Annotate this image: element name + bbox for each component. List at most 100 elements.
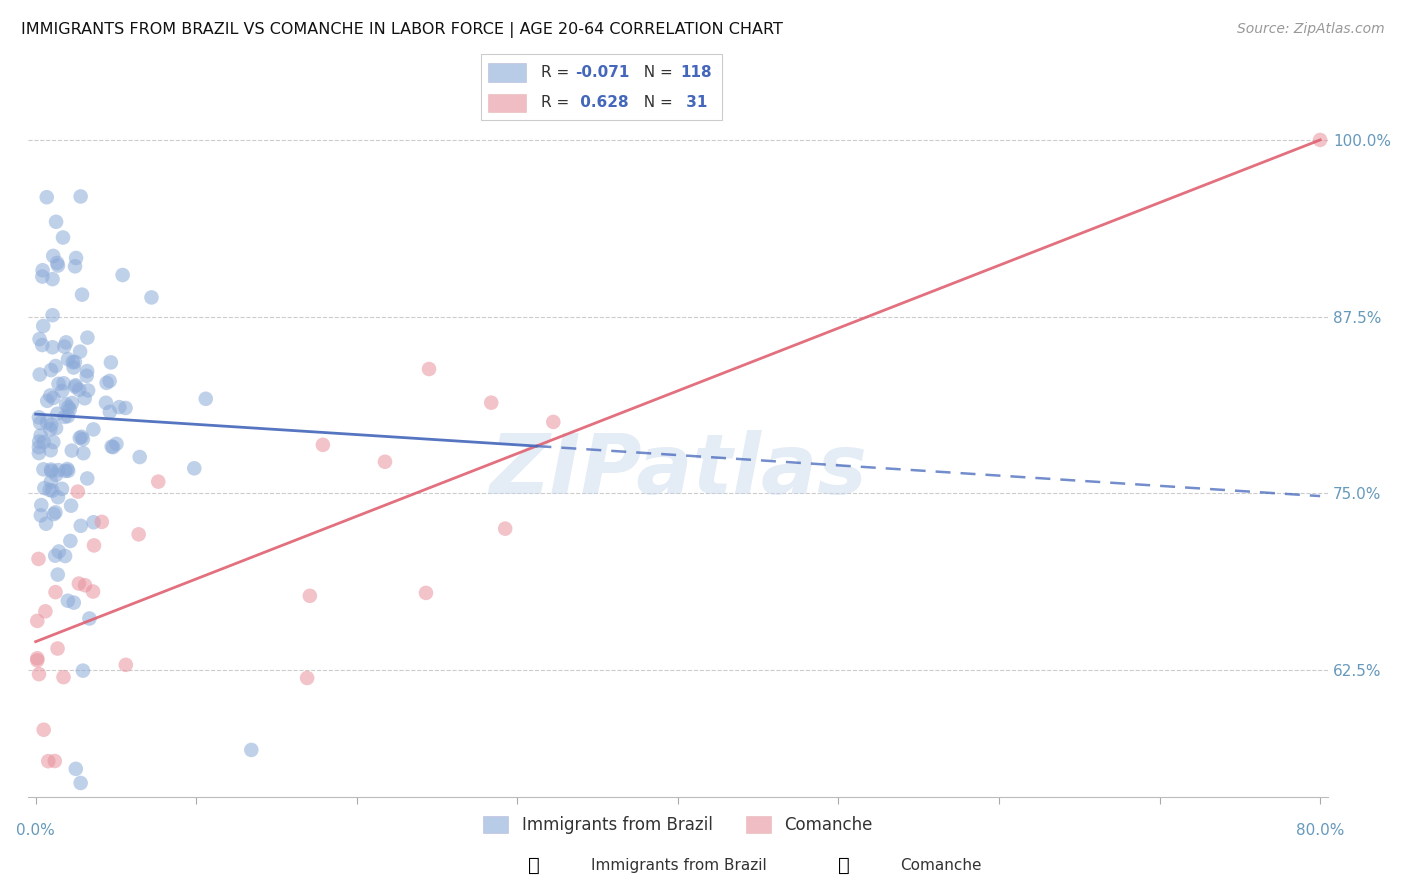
Point (63, 355, 86, 369)
Point (494, 522, 516, 536)
Point (105, 437, 128, 451)
Point (42, 249, 65, 263)
Point (42, 507, 65, 521)
Text: 0.0%: 0.0% (17, 822, 55, 838)
Text: IMMIGRANTS FROM BRAZIL VS COMANCHE IN LABOR FORCE | AGE 20-64 CORRELATION CHART: IMMIGRANTS FROM BRAZIL VS COMANCHE IN LA… (21, 22, 783, 38)
Point (32, 319, 55, 334)
Point (39, 443, 62, 458)
Point (34, 604, 56, 618)
Point (45, 359, 67, 373)
Point (114, 401, 136, 415)
Point (27, 614, 49, 628)
Point (28, 332, 51, 346)
Point (48, 544, 70, 558)
Point (46, 407, 69, 421)
Point (52, 670, 75, 684)
Point (32, 723, 55, 737)
Text: Immigrants from Brazil: Immigrants from Brazil (591, 858, 766, 872)
Point (46, 490, 69, 504)
Point (65, 762, 87, 776)
Point (73, 578, 96, 592)
Point (60, 443, 83, 458)
Point (37, 754, 59, 768)
Point (35, 416, 58, 430)
Point (58, 401, 80, 415)
Point (141, 290, 163, 304)
Point (39, 363, 62, 377)
Text: -0.071: -0.071 (575, 65, 630, 79)
Point (76, 364, 98, 378)
Point (374, 455, 396, 469)
Point (37, 393, 59, 408)
Text: R =: R = (540, 65, 574, 79)
Point (44, 754, 66, 768)
Point (34, 481, 56, 495)
Bar (488, 94, 526, 112)
Text: 118: 118 (681, 65, 713, 79)
Point (59, 533, 82, 548)
Point (62, 596, 84, 610)
Point (30, 416, 52, 430)
Point (69, 344, 91, 359)
Text: Comanche: Comanche (900, 858, 981, 872)
Point (60, 396, 83, 410)
Point (62, 360, 84, 375)
Point (35, 190, 58, 204)
Point (41, 308, 63, 322)
Point (46, 463, 69, 477)
Point (42, 435, 65, 450)
Point (45, 421, 67, 435)
Point (41, 464, 63, 478)
Point (41, 272, 63, 286)
Point (418, 362, 440, 376)
Point (28, 434, 51, 449)
Point (69, 431, 91, 445)
Point (56, 462, 79, 476)
Point (46, 567, 69, 582)
Point (38, 483, 60, 497)
Point (27, 552, 49, 566)
Point (27, 651, 49, 665)
Point (48, 376, 70, 391)
Point (73, 392, 96, 406)
Point (27, 653, 49, 667)
Text: R =: R = (540, 95, 574, 110)
Point (96, 376, 118, 390)
Point (45, 467, 67, 482)
Point (44, 505, 66, 519)
Point (65, 251, 87, 265)
Text: 31: 31 (681, 95, 707, 110)
Point (114, 657, 136, 672)
Point (82, 584, 104, 599)
Point (415, 586, 437, 600)
Point (39, 422, 62, 436)
Point (31, 269, 53, 284)
Point (39, 462, 62, 476)
Point (108, 400, 131, 414)
Point (41, 483, 63, 498)
Point (31, 338, 53, 352)
Point (46, 259, 69, 273)
Point (298, 589, 321, 603)
Point (83, 538, 105, 552)
Text: Source: ZipAtlas.com: Source: ZipAtlas.com (1237, 22, 1385, 37)
Point (76, 331, 98, 345)
Point (94, 396, 117, 410)
Point (56, 409, 79, 424)
Point (67, 383, 90, 397)
Point (51, 482, 73, 496)
Point (28, 446, 51, 460)
Point (51, 384, 73, 398)
Text: N =: N = (634, 95, 678, 110)
Point (90, 515, 112, 529)
Point (39, 417, 62, 432)
Point (53, 549, 76, 563)
Point (56, 352, 79, 367)
Point (128, 450, 150, 464)
Point (30, 428, 52, 442)
Point (67, 576, 90, 591)
Point (98, 405, 121, 419)
Point (79, 611, 101, 625)
Point (30, 508, 52, 523)
Point (52, 376, 75, 391)
